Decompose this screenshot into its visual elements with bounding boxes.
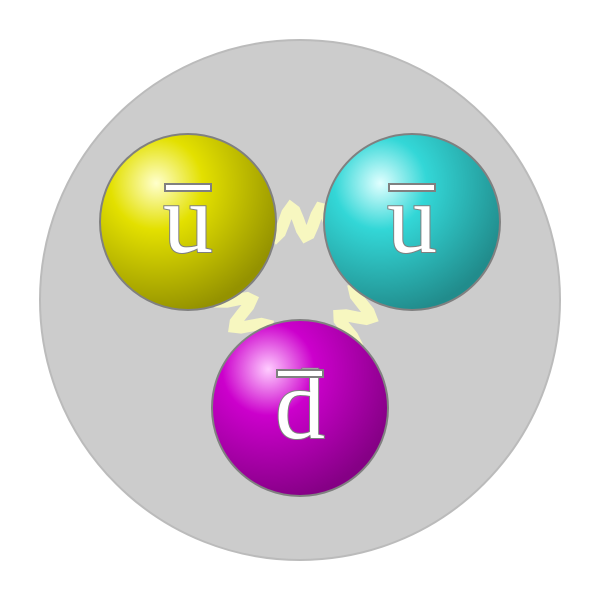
quark-d-bottom: d bbox=[212, 320, 388, 496]
quark-u-right: u bbox=[324, 134, 500, 310]
quark-label: d bbox=[275, 349, 325, 460]
quark-label: u bbox=[163, 163, 213, 274]
quark-overbar bbox=[165, 184, 211, 191]
quark-u-left: u bbox=[100, 134, 276, 310]
quark-overbar bbox=[277, 370, 323, 377]
quark-overbar bbox=[389, 184, 435, 191]
quark-label: u bbox=[387, 163, 437, 274]
